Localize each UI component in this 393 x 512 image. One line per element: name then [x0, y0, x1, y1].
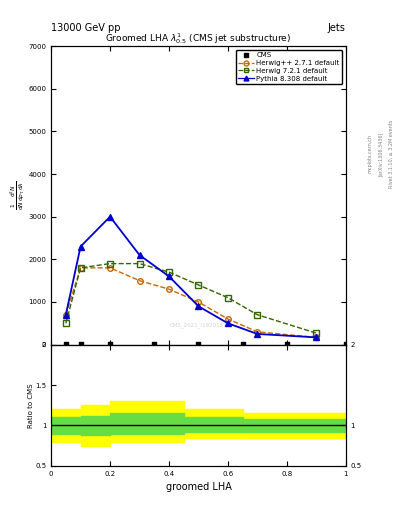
- X-axis label: groomed LHA: groomed LHA: [165, 482, 231, 493]
- Text: [arXiv:1306.3436]: [arXiv:1306.3436]: [378, 132, 383, 176]
- Text: Rivet 3.1.10, ≥ 3.2M events: Rivet 3.1.10, ≥ 3.2M events: [389, 119, 393, 188]
- Legend: CMS, Herwig++ 2.7.1 default, Herwig 7.2.1 default, Pythia 8.308 default: CMS, Herwig++ 2.7.1 default, Herwig 7.2.…: [235, 50, 342, 84]
- Point: [107, 340, 113, 348]
- Point: [195, 340, 202, 348]
- Y-axis label: $\frac{1}{\mathrm{d}N}\frac{\mathrm{d}^2N}{\mathrm{d}p_\mathrm{T}\,\mathrm{d}\la: $\frac{1}{\mathrm{d}N}\frac{\mathrm{d}^2…: [9, 181, 27, 210]
- Point: [284, 340, 290, 348]
- Point: [77, 340, 84, 348]
- Y-axis label: Ratio to CMS: Ratio to CMS: [28, 383, 34, 428]
- Text: CMS_2021_I1920187: CMS_2021_I1920187: [170, 323, 227, 328]
- Text: Jets: Jets: [328, 23, 346, 33]
- Point: [343, 340, 349, 348]
- Point: [151, 340, 157, 348]
- Point: [240, 340, 246, 348]
- Title: Groomed LHA $\lambda^{1}_{0.5}$ (CMS jet substructure): Groomed LHA $\lambda^{1}_{0.5}$ (CMS jet…: [105, 31, 292, 46]
- Text: mcplots.cern.ch: mcplots.cern.ch: [368, 134, 373, 173]
- Point: [63, 340, 69, 348]
- Text: 13000 GeV pp: 13000 GeV pp: [51, 23, 121, 33]
